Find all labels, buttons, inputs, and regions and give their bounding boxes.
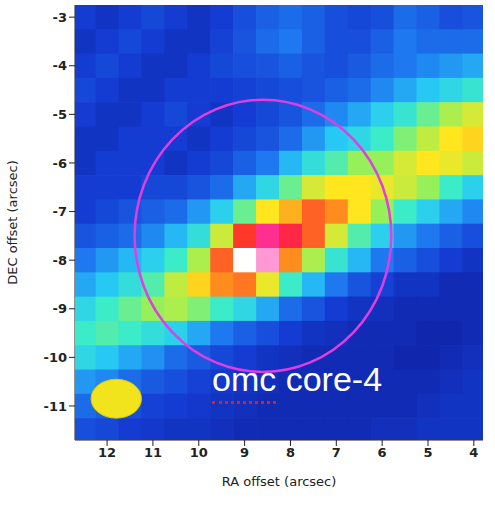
svg-text:-5: -5 (53, 107, 67, 122)
svg-text:-9: -9 (53, 301, 67, 316)
svg-text:-11: -11 (44, 399, 68, 414)
svg-text:5: 5 (423, 445, 432, 460)
svg-text:4: 4 (469, 445, 478, 460)
svg-text:-7: -7 (53, 204, 67, 219)
svg-text:DEC offset (arcsec): DEC offset (arcsec) (5, 160, 20, 285)
svg-text:7: 7 (332, 445, 341, 460)
svg-text:12: 12 (98, 445, 116, 460)
svg-text:RA offset (arcsec): RA offset (arcsec) (222, 474, 337, 489)
svg-text:11: 11 (144, 445, 162, 460)
svg-text:8: 8 (286, 445, 295, 460)
svg-text:-8: -8 (53, 253, 67, 268)
svg-text:-6: -6 (53, 156, 67, 171)
svg-text:6: 6 (378, 445, 387, 460)
svg-text:-10: -10 (44, 350, 68, 365)
svg-text:-4: -4 (53, 58, 67, 73)
svg-text:10: 10 (190, 445, 208, 460)
html-text:omc core-4: omc core-4 (212, 360, 383, 398)
svg-text:-3: -3 (53, 10, 67, 25)
svg-text:9: 9 (240, 445, 249, 460)
